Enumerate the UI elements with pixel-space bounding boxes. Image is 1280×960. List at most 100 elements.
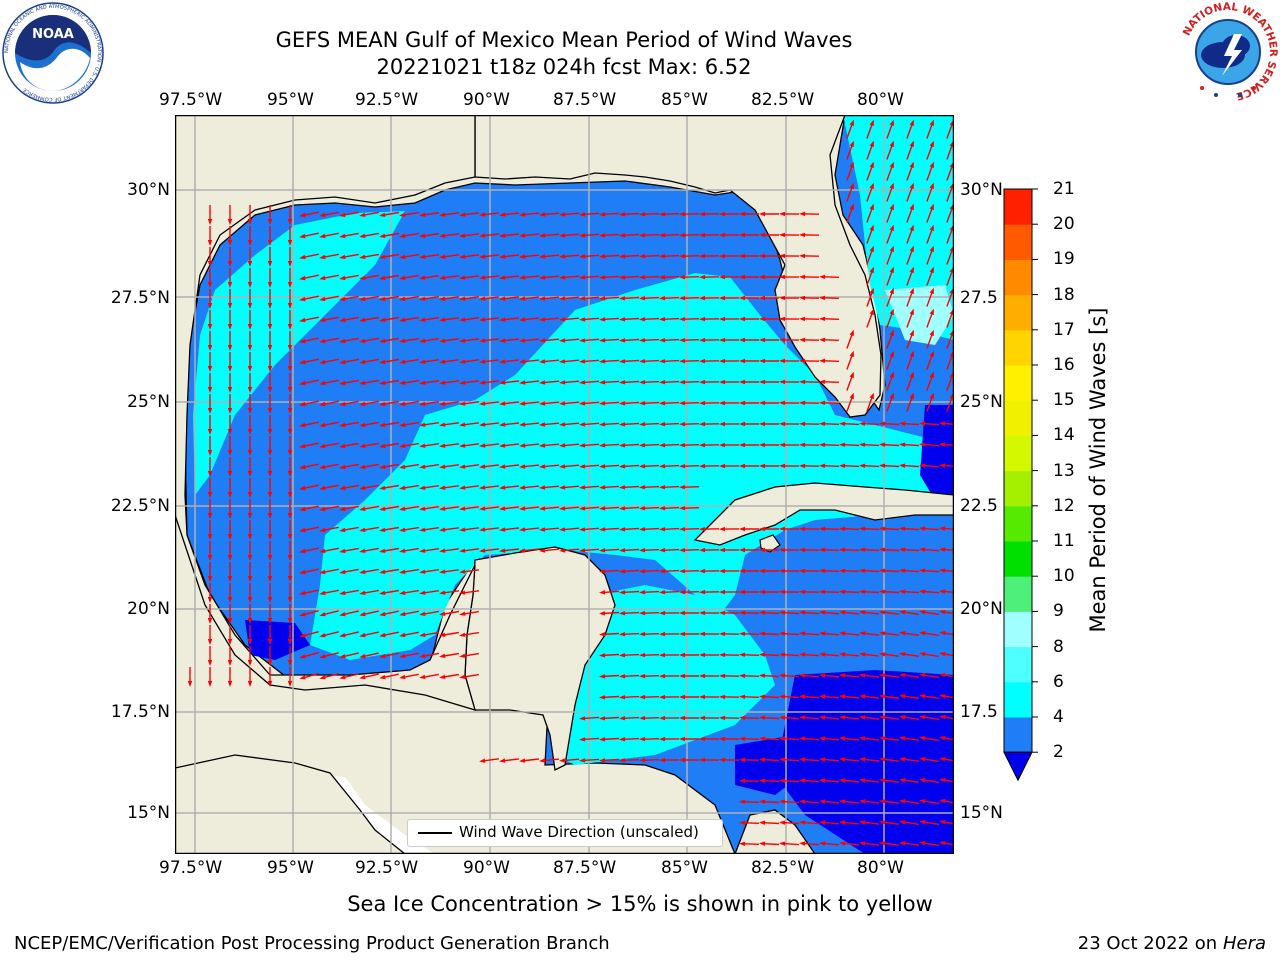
wind-arrow-head xyxy=(939,820,946,825)
wind-arrow-head xyxy=(519,422,526,427)
wind-arrow-head xyxy=(919,442,926,447)
wind-arrow-head xyxy=(759,274,765,280)
wind-arrow-head xyxy=(739,547,745,553)
wind-arrow-head xyxy=(247,345,253,351)
wind-arrow-head xyxy=(679,527,686,532)
wind-arrow-head xyxy=(579,380,586,385)
wind-arrow-head xyxy=(499,758,506,763)
wind-arrow-head xyxy=(929,266,934,274)
wind-arrow-head xyxy=(899,694,906,699)
chart-subtitle: 20221021 t18z 024h fcst Max: 6.52 xyxy=(376,55,752,79)
wind-arrow-head xyxy=(939,694,946,699)
wind-arrow-head xyxy=(779,568,785,574)
wind-arrow-head xyxy=(599,338,606,343)
wind-arrow-head xyxy=(799,841,806,846)
wind-arrow-head xyxy=(399,527,406,532)
wind-arrow-head xyxy=(739,400,745,406)
wind-arrow-head xyxy=(869,266,874,274)
lon-tick-top: 95°W xyxy=(267,90,314,110)
wind-arrow-head xyxy=(869,203,874,211)
wind-arrow-head xyxy=(399,485,406,490)
wind-arrow-head xyxy=(739,757,746,762)
wind-arrow-head xyxy=(839,673,846,678)
wind-arrow-head xyxy=(207,345,213,351)
wind-arrow-head xyxy=(779,652,786,657)
wind-arrow-head xyxy=(839,610,846,615)
wind-arrow-head xyxy=(919,463,926,468)
wind-arrow-head xyxy=(559,527,566,532)
colorbar-segment xyxy=(1004,717,1032,753)
colorbar-segment xyxy=(1004,435,1032,472)
wind-arrow-head xyxy=(819,694,826,699)
wind-arrow-head xyxy=(379,485,386,490)
wind-arrow-head xyxy=(539,464,546,469)
wind-arrow-head xyxy=(539,359,546,364)
wind-arrow-head xyxy=(779,274,785,280)
wind-arrow-head xyxy=(439,527,446,532)
wind-arrow-head xyxy=(379,275,386,280)
wind-arrow-head xyxy=(879,778,886,783)
wind-arrow-head xyxy=(579,401,586,406)
wind-arrow-head xyxy=(339,548,346,554)
wind-arrow-head xyxy=(559,212,566,217)
lat-tick-left: 20°N xyxy=(127,599,170,619)
wind-arrow-head xyxy=(319,338,326,344)
wind-arrow-head xyxy=(679,506,686,511)
wind-arrow-head xyxy=(899,799,906,804)
wind-arrow-head xyxy=(339,443,346,449)
wind-arrow-head xyxy=(319,506,326,512)
chart-title: GEFS MEAN Gulf of Mexico Mean Period of … xyxy=(275,28,853,52)
wind-arrow-head xyxy=(659,673,665,679)
wind-arrow-head xyxy=(319,422,326,428)
wind-arrow-head xyxy=(359,338,366,343)
wind-arrow-head xyxy=(579,296,586,301)
colorbar-segment xyxy=(1004,329,1032,366)
wind-arrow-head xyxy=(207,534,213,540)
cuba xyxy=(693,482,954,546)
wind-arrow-head xyxy=(559,485,566,490)
wind-arrow-head xyxy=(849,203,854,211)
wind-arrow-head xyxy=(699,316,705,322)
wind-arrow-head xyxy=(899,421,906,426)
wind-arrow-head xyxy=(759,715,766,720)
wind-arrow-head xyxy=(659,610,665,616)
lon-tick-bottom: 95°W xyxy=(267,858,314,878)
wind-arrow-head xyxy=(599,653,606,658)
colorbar-label: Mean Period of Wind Waves [s] xyxy=(1086,307,1110,633)
wind-arrow-head xyxy=(459,275,466,280)
wind-arrow-head xyxy=(207,429,213,435)
wind-arrow-head xyxy=(819,463,826,468)
wind-arrow-head xyxy=(779,757,786,762)
wind-arrow-head xyxy=(359,527,366,532)
wind-arrow-head xyxy=(869,308,874,316)
wind-arrow-head xyxy=(779,232,785,238)
wind-arrow-head xyxy=(939,757,946,762)
wind-arrow-head xyxy=(639,338,646,343)
wind-arrow-head xyxy=(399,674,406,680)
wind-arrow-head xyxy=(639,548,646,553)
wind-arrow-head xyxy=(759,736,766,741)
wind-arrow-head xyxy=(879,589,886,594)
wind-arrow-head xyxy=(359,569,366,574)
wind-arrow-head xyxy=(899,652,906,657)
wind-arrow-head xyxy=(879,463,886,468)
wind-arrow-head xyxy=(779,316,785,322)
wind-arrow-head xyxy=(919,610,926,615)
wind-arrow-head xyxy=(799,694,806,699)
colorbar xyxy=(1003,188,1038,782)
wind-arrow-head xyxy=(579,317,586,322)
wind-arrow-head xyxy=(799,232,806,238)
wind-arrow-head xyxy=(719,337,725,343)
wind-arrow-head xyxy=(639,527,646,532)
wind-arrow-head xyxy=(679,757,685,763)
wind-arrow-head xyxy=(287,681,293,687)
wind-arrow-head xyxy=(619,737,626,742)
wind-arrow-head xyxy=(519,338,526,343)
lon-tick-top: 80°W xyxy=(857,90,904,110)
wind-arrow-head xyxy=(499,464,506,469)
wind-arrow-head xyxy=(639,569,646,574)
wind-arrow-head xyxy=(539,212,546,217)
wind-arrow-head xyxy=(659,422,666,427)
wind-arrow-head xyxy=(899,841,906,846)
wind-arrow-head xyxy=(899,757,906,762)
